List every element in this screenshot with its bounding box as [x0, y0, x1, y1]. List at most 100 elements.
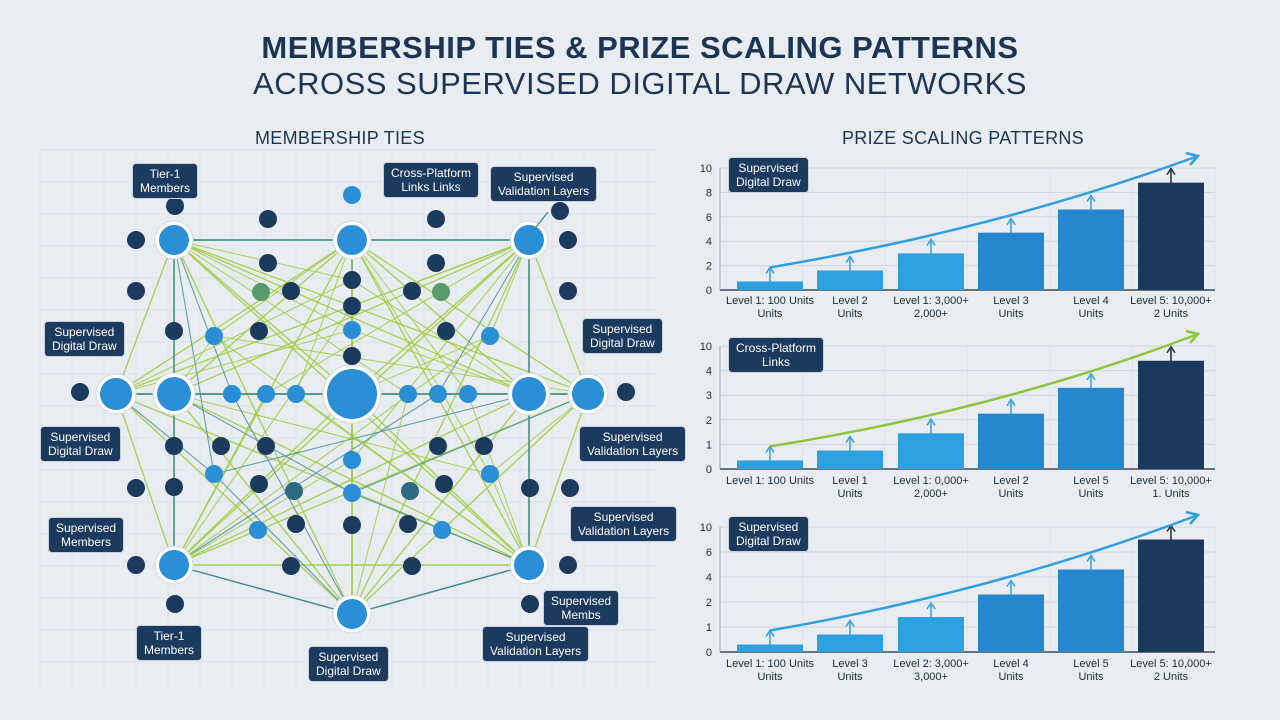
y-tick-label: 0: [706, 285, 712, 297]
x-tick-label: Level 3: [993, 295, 1028, 307]
x-tick-label: Units: [837, 671, 863, 683]
tie-line: [173, 459, 353, 566]
network-label-validation-bottom: Supervised Validation Layers: [482, 626, 590, 662]
trend-line: [769, 513, 1199, 632]
member-node-dark: [475, 437, 493, 455]
tie-line: [528, 239, 589, 395]
y-tick-label: 1: [706, 622, 712, 634]
x-tick-label: Level 5: 10,000+: [1130, 295, 1212, 307]
chart-2-tag: Cross-Platform Links: [728, 337, 825, 373]
x-tick-label: Level 1: 0,000+: [893, 475, 969, 487]
label-pointer: [531, 211, 549, 233]
bar-arrow-head-icon: [845, 255, 855, 263]
x-tick-label: Units: [1078, 308, 1104, 320]
member-node-dark: [250, 475, 268, 493]
tie-line: [351, 239, 530, 461]
prize-bar: [817, 634, 883, 652]
member-node-dark: [521, 479, 539, 497]
tie-line: [351, 239, 589, 395]
member-node-dark: [259, 254, 277, 272]
network-label-validation-right: Supervised Validation Layers: [579, 426, 687, 462]
member-node-dark: [343, 271, 361, 289]
x-tick-label: Level 5: [1073, 658, 1108, 670]
tie-line: [173, 393, 439, 566]
y-tick-label: 6: [706, 547, 712, 559]
prize-bar: [737, 281, 803, 290]
trend-arrow-icon: [1185, 151, 1201, 166]
tie-line: [115, 239, 353, 395]
bar-arrow-head-icon: [1006, 579, 1016, 587]
member-node-dark: [521, 595, 539, 613]
chart-1-tag: Supervised Digital Draw: [728, 157, 809, 193]
x-tick-label: 2,000+: [914, 488, 948, 500]
y-tick-label: 1: [706, 439, 712, 451]
member-node-green: [432, 283, 450, 301]
trend-line: [769, 154, 1199, 269]
member-node-dark: [282, 557, 300, 575]
member-node-dark: [127, 556, 145, 574]
prize-bar: [1058, 569, 1124, 652]
member-node-dark: [127, 479, 145, 497]
tie-line: [115, 393, 353, 615]
x-tick-label: Level 5: 10,000+: [1130, 658, 1212, 670]
tie-line: [173, 239, 215, 475]
prize-bar: [898, 253, 964, 290]
prize-bar: [978, 594, 1044, 652]
tie-line: [351, 239, 491, 475]
member-node-blue: [343, 484, 361, 502]
network-label-validation-top: Supervised Validation Layers: [490, 166, 598, 202]
y-tick-label: 10: [700, 163, 712, 175]
tie-line: [351, 329, 530, 395]
x-tick-label: Level 5: 10,000+: [1130, 475, 1212, 487]
x-tick-label: Level 1: 100 Units: [726, 295, 815, 307]
member-node-blue: [343, 451, 361, 469]
hub-node: [100, 378, 132, 410]
member-node-blue: [429, 385, 447, 403]
network-label-validation-right-2: Supervised Validation Layers: [570, 506, 678, 542]
y-tick-label: 0: [706, 464, 712, 476]
prize-scaling-heading: PRIZE SCALING PATTERNS: [842, 128, 1084, 148]
prize-bar: [978, 413, 1044, 469]
x-tick-label: 2 Units: [1154, 671, 1189, 683]
member-node-dark: [429, 437, 447, 455]
network-label-draw-bottom: Supervised Digital Draw: [308, 646, 389, 682]
member-node-teal: [285, 482, 303, 500]
prize-bar: [898, 433, 964, 469]
member-node-dark: [559, 231, 577, 249]
y-tick-label: 3: [706, 390, 712, 402]
network-label-draw-left-1: Supervised Digital Draw: [44, 321, 125, 357]
bar-arrow-head-icon: [926, 601, 936, 610]
member-node-dark: [399, 515, 417, 533]
member-node-dark: [165, 478, 183, 496]
tie-line: [351, 564, 530, 615]
member-node-dark: [617, 383, 635, 401]
member-node-dark: [282, 282, 300, 300]
member-node-dark: [559, 556, 577, 574]
bar-arrow-head-icon: [1166, 345, 1176, 354]
tie-line: [173, 393, 353, 615]
bar-arrow-head-icon: [1006, 217, 1016, 226]
hub-node: [157, 377, 191, 411]
tie-line: [115, 239, 175, 395]
member-node-dark: [165, 322, 183, 340]
network-nodes: [71, 186, 635, 634]
tie-line: [173, 239, 353, 395]
network-label-cross-platform: Cross-Platform Links Links: [383, 162, 480, 198]
x-tick-label: Units: [998, 671, 1024, 683]
network-label-draw-left-2: Supervised Digital Draw: [40, 426, 121, 462]
tie-line: [173, 239, 409, 395]
bar-arrow-head-icon: [1086, 372, 1096, 381]
network-label-members-left: Supervised Members: [48, 517, 125, 553]
member-node-dark: [343, 347, 361, 365]
x-tick-label: Level 4: [993, 658, 1028, 670]
tie-line: [173, 305, 353, 566]
x-tick-label: Units: [1078, 488, 1104, 500]
tie-line: [115, 393, 175, 566]
x-tick-label: 1. Units: [1152, 488, 1190, 500]
tie-line: [173, 335, 491, 566]
network-label-tier1-bottom: Tier-1 Members: [136, 625, 203, 661]
